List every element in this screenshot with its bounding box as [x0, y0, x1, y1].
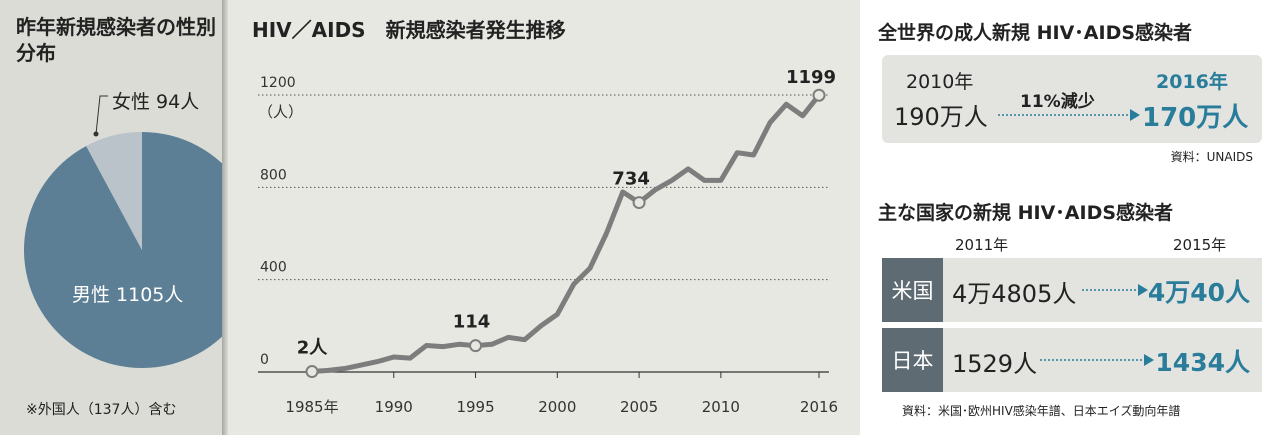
panel-divider	[222, 0, 228, 435]
countries-title: 主な国家の新規 HIV･AIDS感染者	[878, 202, 1174, 224]
x-tick-label: 2005	[620, 398, 658, 416]
x-tick-label: 2000	[538, 398, 576, 416]
country-name: 日本	[882, 328, 943, 392]
y-tick-label: 1200	[260, 75, 296, 91]
pie-title: 昨年新規感染者の性別分布	[16, 15, 216, 65]
pie-leader-dot	[93, 131, 99, 137]
country-row-us: 米国 4万4805人 4万40人	[882, 258, 1262, 322]
world-year-from: 2010年	[906, 71, 974, 93]
countries-year-a: 2011年	[955, 236, 1009, 254]
country-row-jp: 日本 1529人 1434人	[882, 328, 1262, 392]
x-tick-label: 2016	[800, 398, 838, 416]
x-tick-label: 1985年	[285, 398, 338, 416]
marker-point	[305, 365, 319, 379]
pie-slice-female	[86, 132, 142, 250]
pie-leader-line	[95, 95, 108, 135]
country-value-b: 1434人	[1155, 348, 1250, 377]
pie-panel: 昨年新規感染者の性別分布 女性 94人 男性 1105人 ※外国人（137人）含…	[0, 0, 222, 435]
line-chart-panel: HIV／AIDS 新規感染者発生推移 0 400 800 1200 （人） 1985年 19…	[228, 0, 860, 435]
y-tick-label: 800	[260, 167, 287, 183]
country-arrow	[1082, 284, 1148, 296]
world-year-to: 2016年	[1156, 71, 1228, 93]
pie-chart	[24, 95, 222, 368]
y-tick-label: 0	[260, 352, 269, 368]
line-chart: 0 400 800 1200 （人） 1985年 1990 1995 2000 2005 2010 2…	[258, 67, 838, 416]
marker-point	[632, 196, 646, 210]
world-arrow	[998, 109, 1140, 121]
line-chart-title: HIV／AIDS 新規感染者発生推移	[252, 18, 566, 42]
country-name: 米国	[882, 258, 943, 322]
pie-label-male: 男性 1105人	[72, 284, 184, 306]
x-tick-label: 1990	[375, 398, 413, 416]
data-label: 114	[453, 312, 491, 333]
country-value-a: 4万4805人	[952, 280, 1077, 308]
world-change: 11%減少	[1020, 92, 1095, 112]
y-tick-label: 400	[260, 260, 287, 276]
pie-slice-male	[24, 132, 222, 368]
world-box: 2010年 190万人 11%減少 2016年 170万人	[882, 55, 1262, 143]
country-value-a: 1529人	[952, 350, 1038, 378]
world-value-to: 170万人	[1142, 103, 1249, 133]
summary-panel: 全世界の成人新規 HIV･AIDS感染者 2010年 190万人 11%減少 2…	[860, 0, 1265, 435]
pie-note: ※外国人（137人）含む	[26, 402, 177, 418]
world-value-from: 190万人	[894, 103, 988, 131]
y-axis-unit: （人）	[258, 103, 303, 121]
x-tick-label: 2010	[702, 398, 740, 416]
data-label: 734	[612, 169, 650, 190]
series-line	[309, 92, 822, 375]
country-value-b: 4万40人	[1147, 278, 1250, 307]
x-tick-label: 1995	[456, 398, 494, 416]
world-title: 全世界の成人新規 HIV･AIDS感染者	[878, 22, 1193, 44]
marker-point	[469, 339, 483, 353]
country-arrow	[1040, 354, 1154, 366]
data-label: 2人	[297, 338, 329, 359]
pie-label-female: 女性 94人	[112, 91, 200, 113]
marker-point	[812, 88, 826, 102]
data-label: 1199	[786, 67, 836, 88]
countries-source: 資料：米国･欧州HIV感染年譜、日本エイズ動向年譜	[902, 404, 1181, 418]
countries-year-b: 2015年	[1173, 236, 1227, 254]
world-source: 資料：UNAIDS	[1170, 150, 1253, 164]
